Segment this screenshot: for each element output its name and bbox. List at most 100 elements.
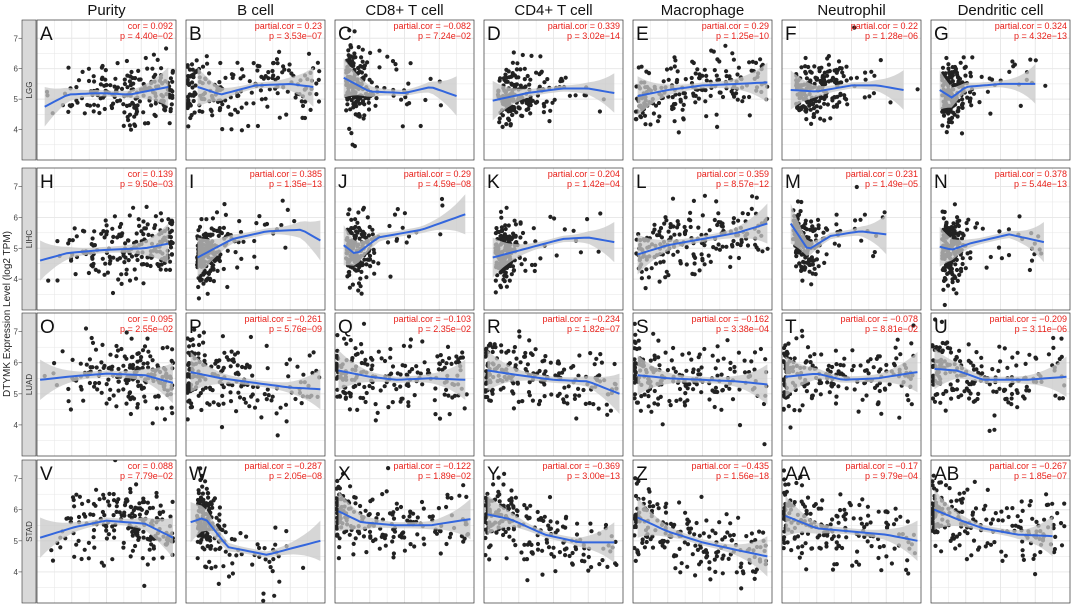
data-point bbox=[754, 61, 758, 65]
data-point bbox=[819, 80, 823, 84]
data-point bbox=[257, 546, 261, 550]
data-point bbox=[714, 366, 718, 370]
data-point bbox=[132, 122, 136, 126]
y-tick-label: 4 bbox=[14, 126, 19, 135]
data-point bbox=[114, 354, 118, 358]
data-point bbox=[568, 94, 572, 98]
data-point bbox=[347, 127, 351, 131]
data-point bbox=[538, 256, 542, 260]
p-value-label: p = 4.59e−08 bbox=[418, 179, 471, 189]
data-point bbox=[152, 557, 156, 561]
data-point bbox=[522, 355, 526, 359]
data-point bbox=[285, 419, 289, 423]
data-point bbox=[1019, 104, 1023, 108]
data-point bbox=[66, 241, 70, 245]
panel-letter: T bbox=[785, 317, 797, 338]
data-point bbox=[92, 109, 96, 113]
data-point bbox=[209, 566, 213, 570]
data-point bbox=[691, 387, 695, 391]
data-point bbox=[231, 571, 235, 575]
data-point bbox=[581, 388, 585, 392]
correlation-label: partial.cor = −0.234 bbox=[542, 314, 620, 324]
data-point bbox=[83, 548, 87, 552]
data-point bbox=[962, 233, 966, 237]
data-point bbox=[136, 538, 140, 542]
panel-letter: M bbox=[785, 172, 801, 193]
panel-letter: F bbox=[785, 24, 797, 45]
data-point bbox=[314, 81, 318, 85]
data-point bbox=[636, 401, 640, 405]
data-point bbox=[1051, 336, 1055, 340]
data-point bbox=[501, 278, 505, 282]
data-point bbox=[209, 547, 213, 551]
data-point bbox=[448, 412, 452, 416]
p-value-label: p = 1.42e−04 bbox=[567, 179, 620, 189]
data-point bbox=[994, 390, 998, 394]
data-point bbox=[138, 99, 142, 103]
data-point bbox=[988, 429, 992, 433]
data-point bbox=[957, 219, 961, 223]
data-point bbox=[1016, 351, 1020, 355]
data-point bbox=[58, 545, 62, 549]
data-point bbox=[376, 411, 380, 415]
data-point bbox=[206, 491, 210, 495]
data-point bbox=[550, 101, 554, 105]
data-point bbox=[207, 560, 211, 564]
data-point bbox=[383, 384, 387, 388]
data-point bbox=[148, 506, 152, 510]
data-point bbox=[1053, 394, 1057, 398]
data-point bbox=[810, 71, 814, 75]
data-point bbox=[1010, 355, 1014, 359]
data-point bbox=[576, 387, 580, 391]
data-point bbox=[825, 380, 829, 384]
data-point bbox=[363, 63, 367, 67]
data-point bbox=[947, 120, 951, 124]
data-point bbox=[159, 211, 163, 215]
column-header-cd8-t-cell: CD8+ T cell bbox=[365, 2, 443, 19]
data-point bbox=[198, 278, 202, 282]
data-point bbox=[224, 213, 228, 217]
data-point bbox=[356, 288, 360, 292]
data-point bbox=[146, 501, 150, 505]
p-value-label: p = 3.02e−14 bbox=[567, 31, 620, 41]
data-point bbox=[204, 501, 208, 505]
data-point bbox=[148, 354, 152, 358]
data-point bbox=[123, 256, 127, 260]
data-point bbox=[242, 397, 246, 401]
data-point bbox=[997, 387, 1001, 391]
data-point bbox=[128, 213, 132, 217]
data-point bbox=[861, 398, 865, 402]
data-point bbox=[491, 350, 495, 354]
data-point bbox=[116, 389, 120, 393]
p-value-label: p = 5.44e−13 bbox=[1014, 179, 1067, 189]
data-point bbox=[671, 197, 675, 201]
data-point bbox=[647, 275, 651, 279]
data-point bbox=[965, 380, 969, 384]
data-point bbox=[199, 538, 203, 542]
data-point bbox=[698, 268, 702, 272]
p-value-label: p = 3.53e−07 bbox=[269, 31, 322, 41]
data-point bbox=[145, 337, 149, 341]
data-point bbox=[377, 49, 381, 53]
data-point bbox=[373, 104, 377, 108]
data-point bbox=[787, 404, 791, 408]
data-point bbox=[811, 229, 815, 233]
data-point bbox=[512, 50, 516, 54]
data-point bbox=[105, 536, 109, 540]
data-point bbox=[672, 233, 676, 237]
data-point bbox=[379, 388, 383, 392]
data-point bbox=[955, 215, 959, 219]
y-tick-label: 6 bbox=[14, 213, 19, 222]
data-point bbox=[543, 394, 547, 398]
panel-letter: S bbox=[636, 317, 649, 338]
data-point bbox=[697, 72, 701, 76]
data-point bbox=[100, 391, 104, 395]
correlation-label: partial.cor = −0.162 bbox=[691, 314, 769, 324]
data-point bbox=[707, 254, 711, 258]
data-point bbox=[73, 226, 77, 230]
data-point bbox=[351, 55, 355, 59]
data-point bbox=[261, 592, 265, 596]
data-point bbox=[651, 230, 655, 234]
data-point bbox=[367, 258, 371, 262]
